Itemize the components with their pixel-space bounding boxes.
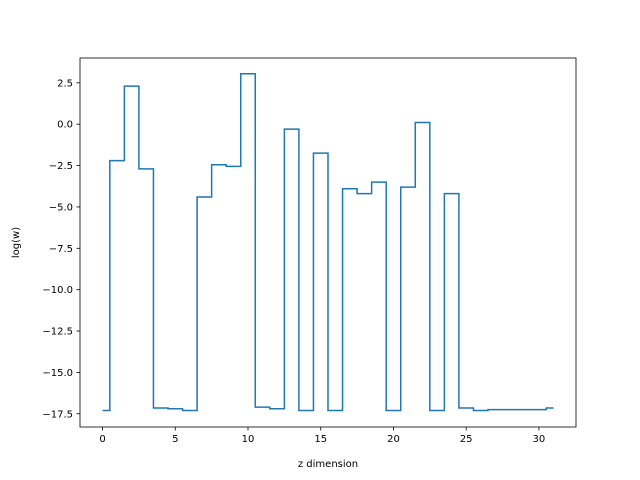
data-point xyxy=(509,409,511,411)
data-point xyxy=(247,73,249,75)
data-point xyxy=(436,409,438,411)
y-tick-label: −5.0 xyxy=(49,202,73,213)
data-point xyxy=(160,407,162,409)
data-point xyxy=(203,196,205,198)
x-tick-label: 5 xyxy=(172,434,178,445)
series-layer xyxy=(102,72,554,412)
data-point xyxy=(378,181,380,183)
data-point xyxy=(262,406,264,408)
data-point xyxy=(189,409,191,411)
x-tick-label: 30 xyxy=(533,434,546,445)
data-point xyxy=(349,188,351,190)
y-axis-label: log(w) xyxy=(11,227,22,258)
data-point xyxy=(334,409,336,411)
data-point xyxy=(538,409,540,411)
y-tick-label: −15.0 xyxy=(42,368,73,379)
data-point xyxy=(465,407,467,409)
data-point xyxy=(232,165,234,167)
data-point xyxy=(276,408,278,410)
y-tick-label: −17.5 xyxy=(42,409,73,420)
y-tick-label: 0.0 xyxy=(57,120,73,131)
y-tick-label: −10.0 xyxy=(42,285,73,296)
data-point xyxy=(102,409,104,411)
y-tick-label: −2.5 xyxy=(49,161,73,172)
x-axis-label: z dimension xyxy=(298,459,358,470)
x-tick-label: 15 xyxy=(314,434,327,445)
data-point xyxy=(494,409,496,411)
data-point xyxy=(523,409,525,411)
y-tick-label: 2.5 xyxy=(57,78,73,89)
x-tick-label: 25 xyxy=(460,434,473,445)
data-point xyxy=(392,409,394,411)
data-point xyxy=(291,128,293,130)
x-tick-label: 20 xyxy=(387,434,400,445)
axes-frame xyxy=(79,57,577,428)
x-tick-label: 10 xyxy=(242,434,255,445)
data-point xyxy=(407,186,409,188)
data-point xyxy=(422,122,424,124)
y-tick-label: −7.5 xyxy=(49,244,73,255)
data-point xyxy=(116,160,118,162)
data-point xyxy=(480,409,482,411)
series-line xyxy=(102,72,554,412)
data-point xyxy=(320,152,322,154)
data-point xyxy=(552,407,554,409)
data-point xyxy=(131,85,133,87)
data-point xyxy=(363,193,365,195)
y-axis: 2.5 0.0 −2.5 −5.0 −7.5 −10.0 −12.5 −15.0 −17.5 xyxy=(42,78,80,420)
data-point xyxy=(145,168,147,170)
data-point xyxy=(305,409,307,411)
data-point xyxy=(451,193,453,195)
y-tick-label: −12.5 xyxy=(42,327,73,338)
data-point xyxy=(218,164,220,166)
x-axis: 0 5 10 15 20 25 30 xyxy=(99,427,545,445)
x-tick-label: 0 xyxy=(99,434,105,445)
data-point xyxy=(174,408,176,410)
